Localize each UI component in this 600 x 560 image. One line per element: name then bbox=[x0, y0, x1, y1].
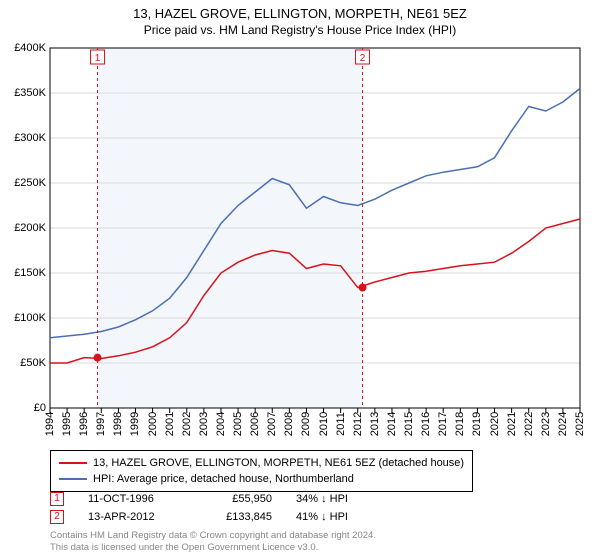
x-tick-label: 2023 bbox=[540, 412, 552, 436]
x-tick-label: 2022 bbox=[523, 412, 535, 436]
chart-container: 13, HAZEL GROVE, ELLINGTON, MORPETH, NE6… bbox=[0, 0, 600, 560]
x-tick-label: 2003 bbox=[198, 412, 210, 436]
legend-label-hpi: HPI: Average price, detached house, Nort… bbox=[93, 473, 354, 485]
sale-pct-1: 34% ↓ HPI bbox=[296, 493, 386, 505]
sales-table: 1 11-OCT-1996 £55,950 34% ↓ HPI 2 13-APR… bbox=[50, 490, 386, 526]
x-tick-label: 2013 bbox=[369, 412, 381, 436]
svg-text:1: 1 bbox=[95, 53, 101, 64]
x-tick-label: 2006 bbox=[249, 412, 261, 436]
footer-line-1: Contains HM Land Registry data © Crown c… bbox=[50, 530, 376, 542]
sale-row-1: 1 11-OCT-1996 £55,950 34% ↓ HPI bbox=[50, 490, 386, 508]
plot-svg: 12 bbox=[50, 48, 580, 408]
y-tick-label: £200K bbox=[2, 222, 46, 234]
sale-row-2: 2 13-APR-2012 £133,845 41% ↓ HPI bbox=[50, 508, 386, 526]
x-tick-label: 2002 bbox=[181, 412, 193, 436]
x-tick-label: 2008 bbox=[283, 412, 295, 436]
x-tick-label: 1996 bbox=[78, 412, 90, 436]
sale-marker-1: 1 bbox=[50, 492, 64, 506]
y-tick-label: £400K bbox=[2, 42, 46, 54]
x-tick-label: 2001 bbox=[164, 412, 176, 436]
sale-date-2: 13-APR-2012 bbox=[88, 511, 178, 523]
x-tick-label: 2009 bbox=[300, 412, 312, 436]
x-tick-label: 1999 bbox=[129, 412, 141, 436]
y-tick-label: £150K bbox=[2, 267, 46, 279]
y-tick-label: £300K bbox=[2, 132, 46, 144]
legend-row-property: 13, HAZEL GROVE, ELLINGTON, MORPETH, NE6… bbox=[59, 455, 464, 471]
x-tick-label: 1998 bbox=[112, 412, 124, 436]
x-tick-label: 2011 bbox=[335, 412, 347, 436]
legend-swatch-property bbox=[59, 462, 87, 464]
x-tick-label: 2018 bbox=[454, 412, 466, 436]
x-tick-label: 2004 bbox=[215, 412, 227, 436]
x-tick-label: 1997 bbox=[95, 412, 107, 436]
x-tick-label: 2005 bbox=[232, 412, 244, 436]
x-tick-label: 1995 bbox=[61, 412, 73, 436]
x-tick-label: 2025 bbox=[574, 412, 586, 436]
x-tick-label: 2016 bbox=[420, 412, 432, 436]
y-tick-label: £100K bbox=[2, 312, 46, 324]
title-line-2: Price paid vs. HM Land Registry's House … bbox=[0, 23, 600, 37]
sale-date-1: 11-OCT-1996 bbox=[88, 493, 178, 505]
sale-pct-2: 41% ↓ HPI bbox=[296, 511, 386, 523]
x-tick-label: 2007 bbox=[266, 412, 278, 436]
x-tick-label: 2014 bbox=[386, 412, 398, 436]
y-tick-label: £50K bbox=[2, 357, 46, 369]
footer-attribution: Contains HM Land Registry data © Crown c… bbox=[50, 530, 376, 554]
x-tick-label: 2010 bbox=[318, 412, 330, 436]
legend-swatch-hpi bbox=[59, 478, 87, 480]
legend-box: 13, HAZEL GROVE, ELLINGTON, MORPETH, NE6… bbox=[50, 450, 473, 492]
x-tick-label: 2012 bbox=[352, 412, 364, 436]
x-tick-label: 2021 bbox=[506, 412, 518, 436]
footer-line-2: This data is licensed under the Open Gov… bbox=[50, 542, 376, 554]
sale-price-1: £55,950 bbox=[202, 493, 272, 505]
y-tick-label: £250K bbox=[2, 177, 46, 189]
y-tick-label: £350K bbox=[2, 87, 46, 99]
x-tick-label: 2020 bbox=[489, 412, 501, 436]
sale-marker-2: 2 bbox=[50, 510, 64, 524]
title-block: 13, HAZEL GROVE, ELLINGTON, MORPETH, NE6… bbox=[0, 0, 600, 37]
chart-area: 12 £0£50K£100K£150K£200K£250K£300K£350K£… bbox=[50, 48, 580, 408]
svg-text:2: 2 bbox=[360, 53, 366, 64]
title-line-1: 13, HAZEL GROVE, ELLINGTON, MORPETH, NE6… bbox=[0, 6, 600, 21]
x-tick-label: 2024 bbox=[557, 412, 569, 436]
legend-label-property: 13, HAZEL GROVE, ELLINGTON, MORPETH, NE6… bbox=[93, 457, 464, 469]
x-tick-label: 2017 bbox=[437, 412, 449, 436]
x-tick-label: 2015 bbox=[403, 412, 415, 436]
x-tick-label: 2019 bbox=[471, 412, 483, 436]
y-tick-label: £0 bbox=[2, 402, 46, 414]
legend-row-hpi: HPI: Average price, detached house, Nort… bbox=[59, 471, 464, 487]
sale-price-2: £133,845 bbox=[202, 511, 272, 523]
x-tick-label: 2000 bbox=[147, 412, 159, 436]
x-tick-label: 1994 bbox=[44, 412, 56, 436]
